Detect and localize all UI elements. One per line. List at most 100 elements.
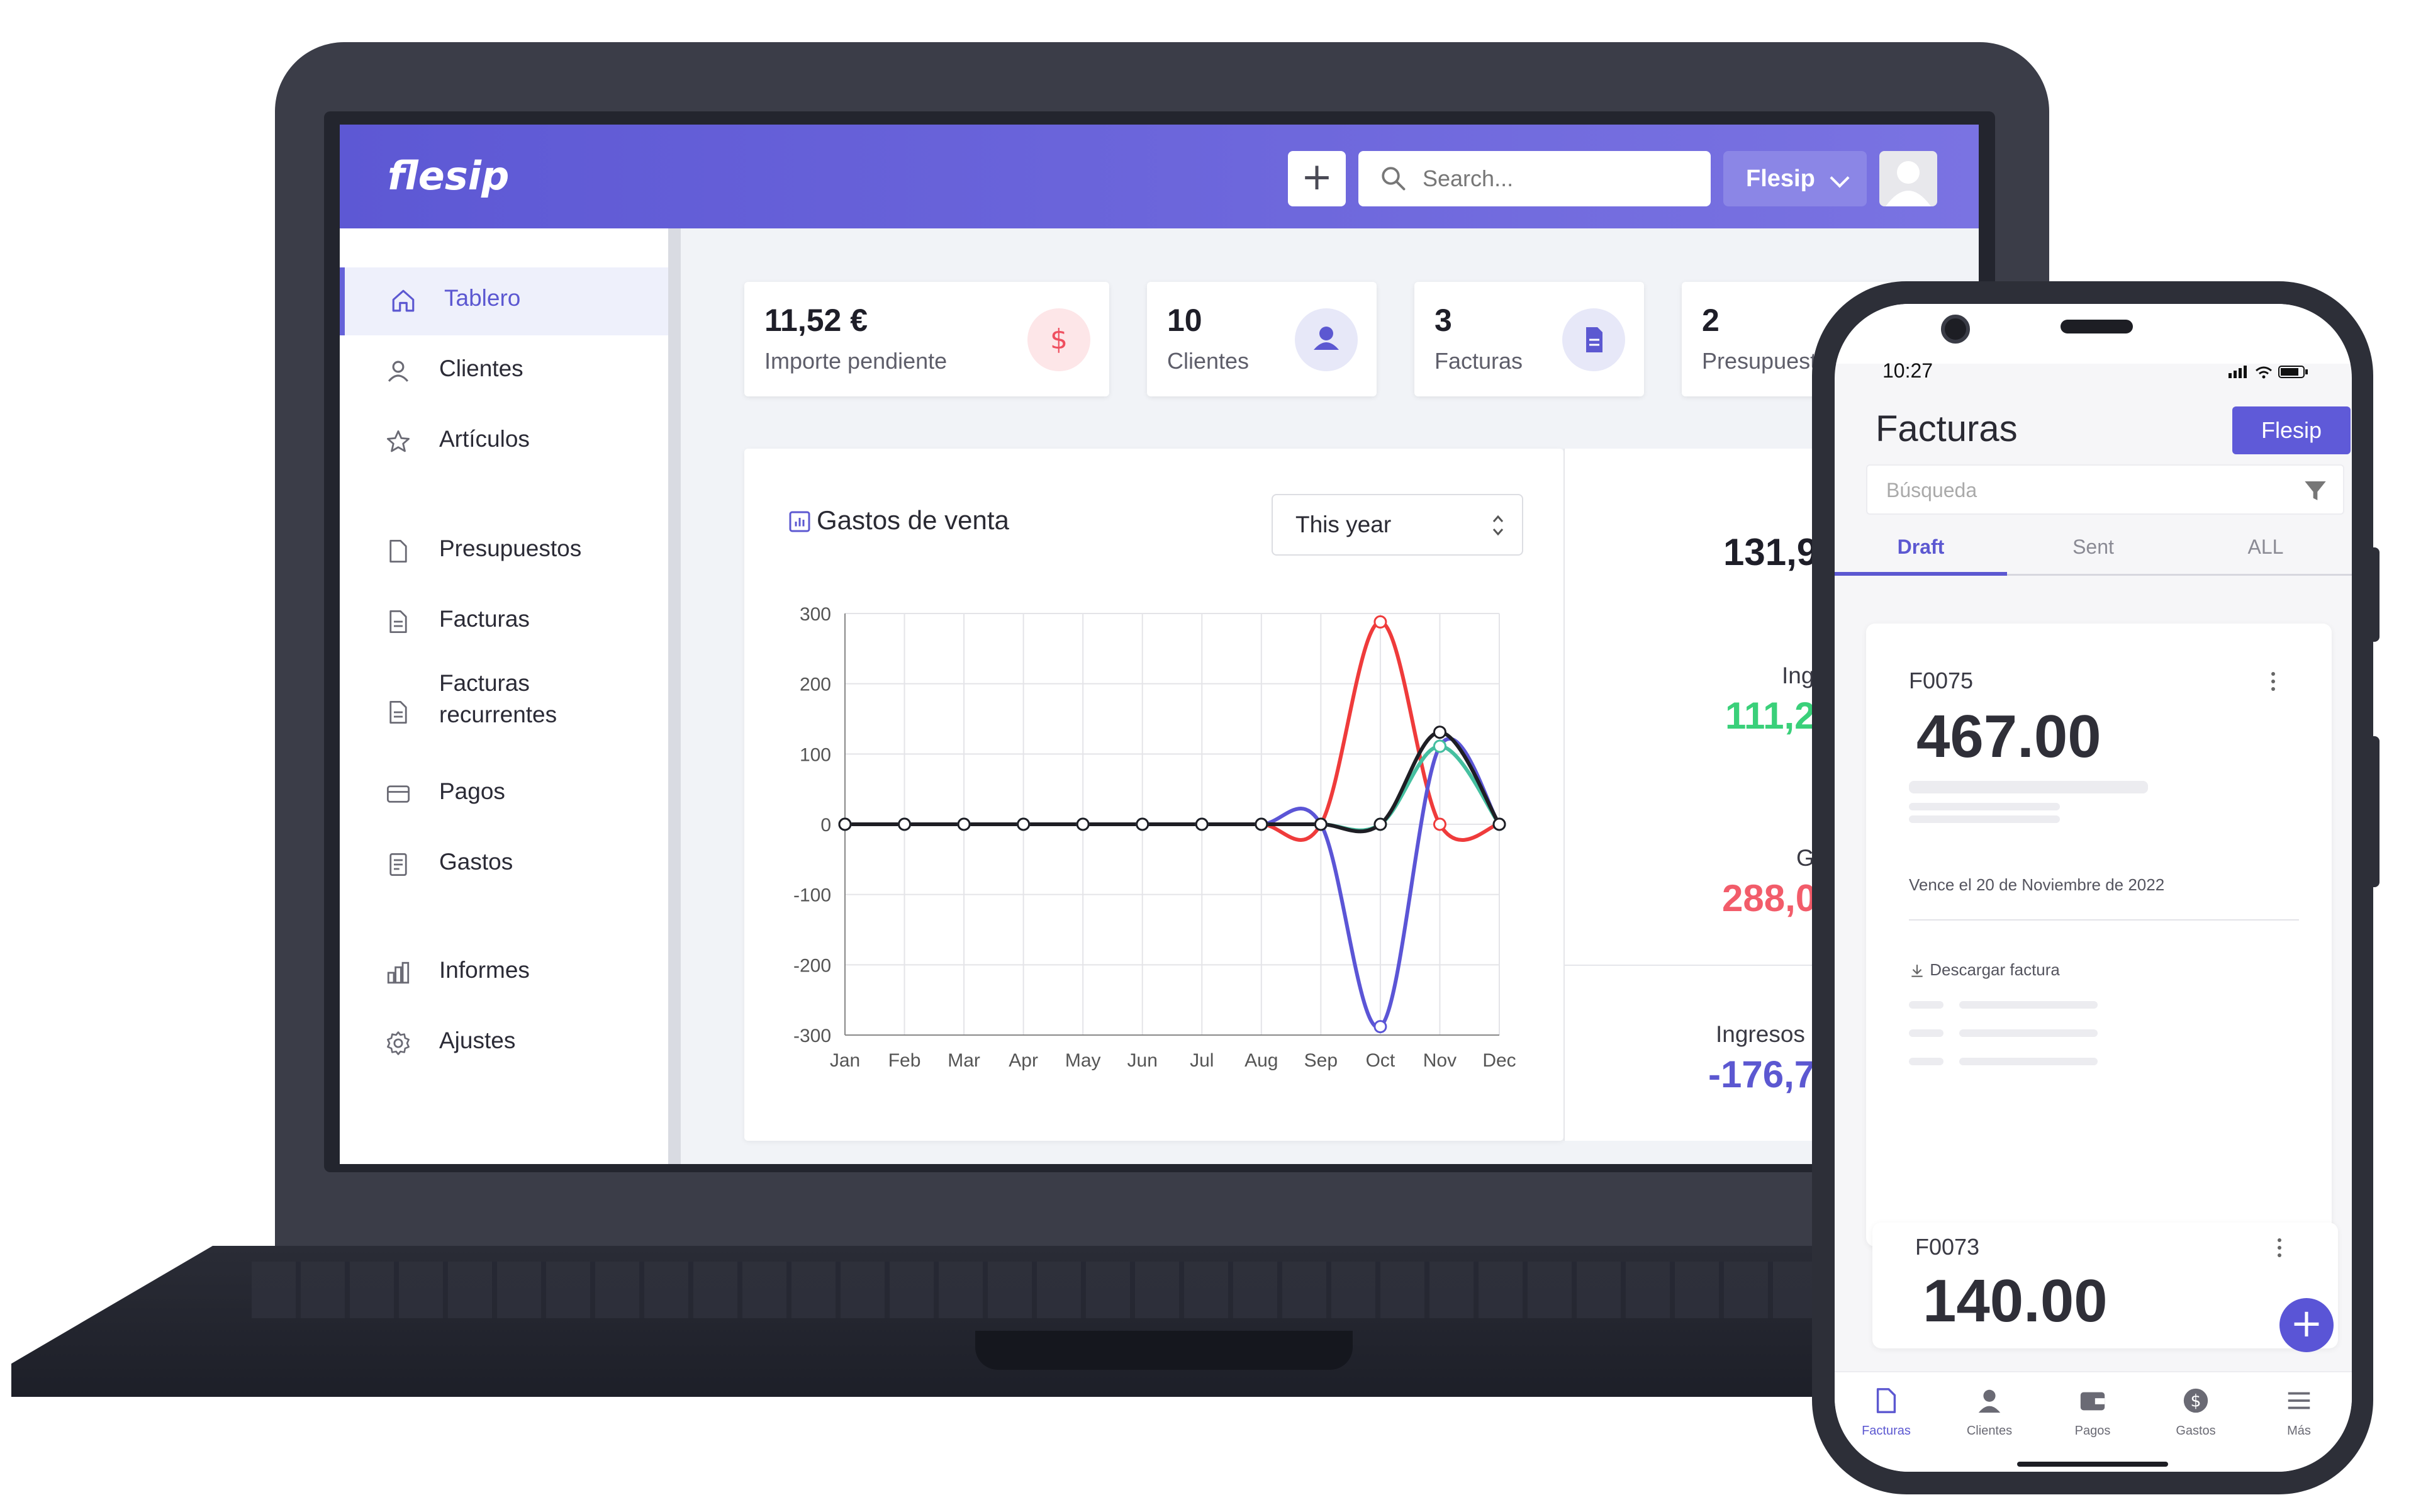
sidebar-item-tablero[interactable]: Tablero <box>340 267 668 335</box>
sidebar-item-label: Facturas <box>439 606 530 632</box>
period-select[interactable]: This year <box>1272 494 1523 556</box>
home-icon <box>392 289 415 312</box>
data-point <box>1433 817 1446 831</box>
sidebar-item-informes[interactable]: Informes <box>340 939 668 1007</box>
x-tick-label: Jan <box>830 1050 860 1071</box>
invoice-card[interactable]: F0075 467.00 Vence el 20 de Noviembre de… <box>1866 624 2332 1246</box>
x-tick-label: Dec <box>1482 1050 1516 1071</box>
data-point <box>1017 817 1031 831</box>
y-tick-label: 200 <box>800 675 831 695</box>
sidebar-item-label: Ajustes <box>439 1028 516 1053</box>
y-tick-label: -300 <box>793 1026 831 1046</box>
stat-card-clientes[interactable]: 10 Clientes <box>1147 282 1377 396</box>
gear-icon <box>387 1031 410 1055</box>
filter-icon[interactable] <box>2303 478 2328 503</box>
phone-brand-button[interactable]: Flesip <box>2232 406 2351 454</box>
bottom-nav-mas[interactable]: Más <box>2247 1386 2351 1438</box>
bottom-nav-label: Más <box>2287 1424 2311 1438</box>
select-arrows-icon <box>1492 515 1504 536</box>
divider <box>1909 919 2299 921</box>
sidebar-item-pagos[interactable]: Pagos <box>340 761 668 829</box>
avatar[interactable] <box>1879 151 1937 206</box>
data-point <box>1433 725 1446 739</box>
stat-label: Presupuesto <box>1702 348 1830 374</box>
sidebar-item-label: Artículos <box>439 426 530 452</box>
status-icons <box>2229 366 2308 379</box>
bottom-nav-clientes[interactable]: Clientes <box>1938 1386 2041 1438</box>
sidebar-item-label: Facturas recurrentes <box>439 670 557 727</box>
invoice-amount: 467.00 <box>1916 703 2101 770</box>
svg-text:$: $ <box>2190 1392 2201 1411</box>
add-button[interactable]: + <box>1288 151 1346 206</box>
stat-card-importe-pendiente[interactable]: 11,52 € Importe pendiente $ <box>744 282 1109 396</box>
search-box[interactable] <box>1358 151 1711 206</box>
skeleton-line <box>1909 803 2060 810</box>
bottom-nav-gastos[interactable]: $ Gastos <box>2144 1386 2247 1438</box>
tab-sent[interactable]: Sent <box>2072 535 2114 558</box>
phone-speaker <box>2061 320 2133 333</box>
bottom-nav-label: Gastos <box>2176 1424 2216 1438</box>
phone-search-input[interactable] <box>1885 476 2262 505</box>
data-point <box>1373 817 1387 831</box>
sidebar-item-label: Pagos <box>439 778 505 804</box>
laptop-screen: flesip + Flesip Tablero Clientes Artícul… <box>340 125 1979 1164</box>
user-icon <box>1978 1389 2001 1413</box>
download-invoice-link[interactable]: Descargar factura <box>1909 960 2060 980</box>
tab-draft[interactable]: Draft <box>1897 535 1945 558</box>
sidebar-item-label: Clientes <box>439 356 523 381</box>
add-invoice-button[interactable]: + <box>2279 1298 2334 1352</box>
x-tick-label: Jul <box>1190 1050 1214 1071</box>
bottom-nav-facturas[interactable]: Facturas <box>1835 1386 1938 1438</box>
sidebar-scrollbar[interactable] <box>668 228 681 1164</box>
y-tick-label: -200 <box>793 955 831 976</box>
sidebar-item-articulos[interactable]: Artículos <box>340 408 668 476</box>
sidebar-item-label: Presupuestos <box>439 535 582 561</box>
stat-value: 11,52 € <box>764 303 868 338</box>
sidebar-item-facturas[interactable]: Facturas <box>340 588 668 656</box>
data-point <box>1492 817 1506 831</box>
skeleton-line <box>1959 1058 2098 1065</box>
sidebar-item-presupuestos[interactable]: Presupuestos <box>340 518 668 586</box>
data-point <box>1433 739 1446 753</box>
home-indicator <box>2017 1462 2168 1467</box>
phone-status-area <box>1835 304 2352 364</box>
data-point <box>1314 817 1328 831</box>
phone-camera <box>1941 315 1970 344</box>
invoice-id: F0075 <box>1909 668 1974 693</box>
skeleton-line <box>1909 781 2148 793</box>
bar-chart-icon <box>387 961 410 984</box>
more-vertical-icon[interactable] <box>2270 669 2276 694</box>
data-point <box>1136 817 1149 831</box>
sidebar-item-gastos[interactable]: Gastos <box>340 831 668 899</box>
series-line-1 <box>844 737 1501 1029</box>
sidebar-item-clientes[interactable]: Clientes <box>340 338 668 406</box>
data-point <box>957 817 971 831</box>
x-tick-label: May <box>1065 1050 1101 1071</box>
divider <box>1565 965 1979 966</box>
skeleton-line <box>1909 1029 1943 1037</box>
more-vertical-icon[interactable] <box>2276 1235 2283 1260</box>
sidebar-item-ajustes[interactable]: Ajustes <box>340 1010 668 1078</box>
phone-search-box[interactable] <box>1866 464 2344 515</box>
sidebar-item-facturas-recurrentes[interactable]: Facturas recurrentes <box>340 669 668 751</box>
user-menu-button[interactable]: Flesip <box>1723 151 1867 206</box>
data-point <box>838 817 852 831</box>
search-input[interactable] <box>1421 162 1692 195</box>
star-icon <box>386 430 410 452</box>
search-icon <box>1382 167 1406 191</box>
x-tick-label: Aug <box>1244 1050 1278 1071</box>
data-point <box>1373 615 1387 629</box>
document-icon <box>389 539 407 563</box>
credit-card-icon <box>386 785 410 803</box>
bottom-nav-pagos[interactable]: Pagos <box>2041 1386 2144 1438</box>
stat-card-facturas[interactable]: 3 Facturas <box>1414 282 1644 396</box>
recurring-invoice-icon <box>389 700 407 724</box>
stat-value: 2 <box>1702 303 1720 338</box>
x-tick-label: Nov <box>1423 1050 1457 1071</box>
user-menu-label: Flesip <box>1746 165 1815 192</box>
tab-all[interactable]: ALL <box>2247 535 2284 558</box>
stat-label: Clientes <box>1167 348 1250 374</box>
dollar-icon: $ <box>1027 308 1090 371</box>
invoice-card[interactable]: F0073 140.00 <box>1872 1223 2338 1348</box>
app-logo[interactable]: flesip <box>388 153 510 199</box>
